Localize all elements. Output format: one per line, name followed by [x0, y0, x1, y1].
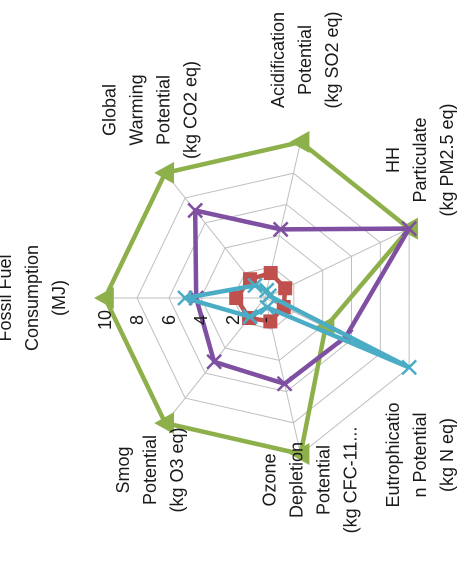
category-label-line: Potential: [295, 25, 315, 95]
category-label-line: (kg PM2.5 eq): [437, 103, 457, 216]
data-point: [401, 220, 418, 237]
category-label: HH Particulate (kg PM2.5 eq): [383, 103, 457, 216]
category-label-line: (kg N eq): [437, 418, 457, 492]
category-label-line: (kg SO2 eq): [322, 11, 342, 108]
category-label-line: (MJ): [49, 280, 69, 316]
category-label-line: Potential: [154, 75, 174, 145]
radar-labels: - 2 4 6 8 10 Fossil Fuel Consumption (MJ) Global W…: [0, 11, 457, 533]
data-point: [263, 314, 278, 329]
category-label: Ozone Depletion Potential (kg CFC-11...: [260, 427, 361, 534]
data-point: [401, 359, 418, 376]
data-point: [263, 266, 278, 281]
category-label-line: n Potential: [410, 412, 430, 497]
data-point: [259, 299, 276, 316]
category-label-line: Fossil Fuel: [0, 254, 15, 341]
data-point: [206, 353, 223, 370]
category-label-line: Consumption: [22, 245, 42, 351]
category-label-line: Acidification: [268, 12, 288, 108]
category-label-line: Particulate: [410, 117, 430, 202]
category-label-line: (kg CFC-11...: [341, 427, 361, 534]
data-point: [276, 375, 293, 392]
category-label-line: Warming: [127, 74, 147, 145]
category-label-line: Smog: [113, 446, 133, 493]
category-label-line: Ozone: [260, 453, 280, 506]
category-label: Eutrophicatio n Potential (kg N eq): [383, 402, 457, 507]
data-point: [289, 442, 310, 465]
data-point: [289, 131, 310, 154]
data-point: [177, 290, 193, 306]
data-point: [94, 287, 114, 309]
series-line: [192, 207, 414, 387]
data-point: [154, 412, 175, 435]
radar-series: [94, 131, 418, 465]
data-point: [272, 221, 289, 238]
grid-ring: [200, 235, 324, 361]
data-point: [229, 291, 244, 305]
category-label-line: Depletion: [287, 442, 307, 518]
category-label-line: Global: [100, 84, 120, 136]
category-label: Acidification Potential (kg SO2 eq): [268, 11, 342, 108]
tick-label: 10: [95, 310, 115, 330]
grid-ring: [136, 172, 381, 424]
data-point: [242, 308, 258, 325]
data-point: [154, 161, 175, 184]
category-label-line: Potential: [140, 435, 160, 505]
tick-label: 6: [159, 315, 179, 325]
tick-label: 8: [127, 315, 147, 325]
tick-label: -: [255, 317, 275, 323]
data-point: [247, 277, 263, 294]
category-label: Global Warming Potential (kg CO2 eq): [100, 61, 201, 159]
category-label: Smog Potential (kg O3 eq): [113, 427, 187, 512]
data-point: [187, 202, 204, 219]
category-label-line: HH: [383, 147, 403, 173]
category-label-line: Eutrophicatio: [383, 402, 403, 507]
tick-label: 4: [191, 315, 211, 325]
category-label: Fossil Fuel Consumption (MJ): [0, 245, 69, 351]
series-line: [102, 139, 413, 457]
radar-grid: [104, 141, 410, 455]
category-label-line: (kg CO2 eq): [181, 61, 201, 159]
tick-label: 2: [223, 315, 243, 325]
category-label-line: (kg O3 eq): [167, 427, 187, 512]
data-point: [278, 281, 293, 296]
category-label-line: Potential: [314, 445, 334, 515]
